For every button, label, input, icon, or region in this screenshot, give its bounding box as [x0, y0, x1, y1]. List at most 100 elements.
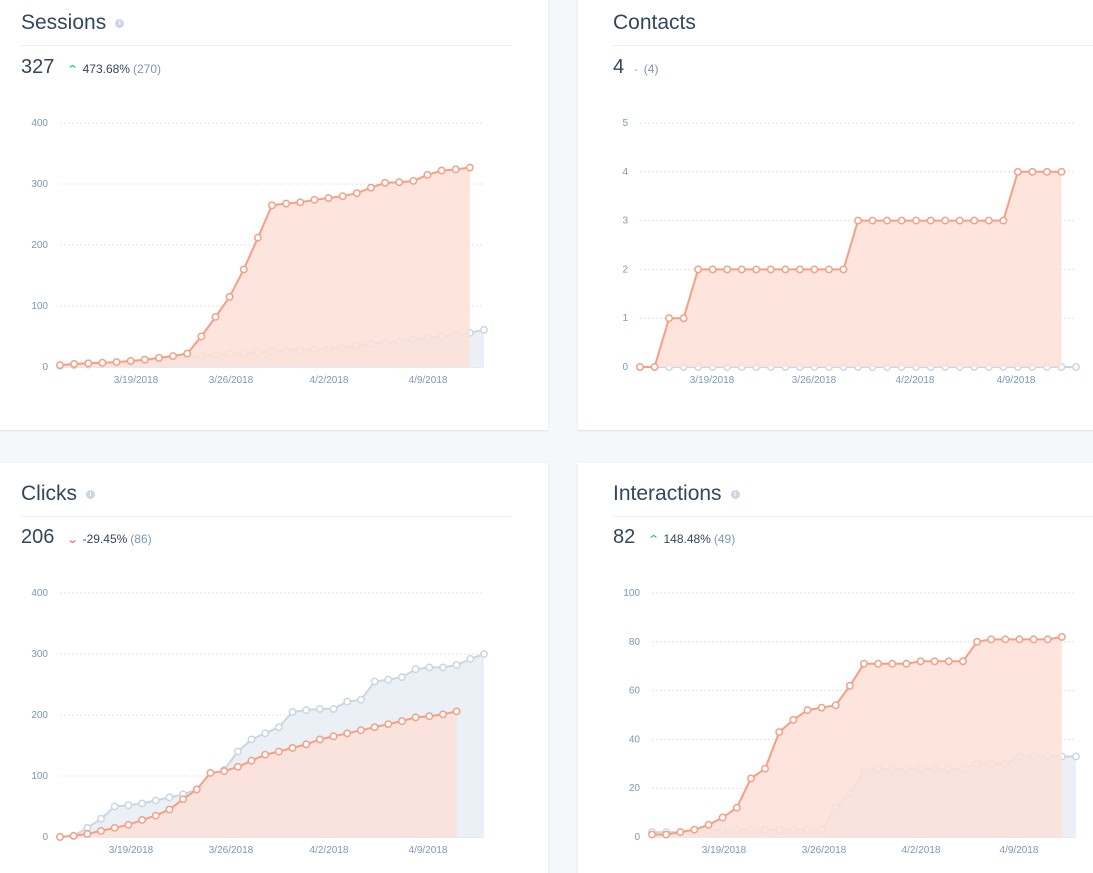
current-period-point [999, 216, 1008, 225]
change-percent: - [634, 64, 638, 76]
current-period-point [452, 707, 461, 716]
x-tick-label: 3/19/2018 [690, 375, 735, 386]
x-tick-label: 3/26/2018 [209, 375, 254, 386]
sessions-title: Sessions [21, 11, 107, 34]
card-title: Interactions i [613, 482, 740, 506]
info-icon[interactable]: i [86, 489, 95, 499]
interactions-card: Interactions i 82 ⌃ 148.48% (49) 0 20 40 60… [578, 463, 1093, 873]
y-tick-label: 1 [622, 313, 628, 324]
previous-period-point [247, 735, 256, 744]
current-period-point [1042, 167, 1051, 176]
previous-value: (270) [132, 62, 161, 76]
current-period-point [274, 747, 283, 756]
current-period-point [411, 713, 420, 722]
current-period-point [395, 178, 404, 187]
current-period-point [746, 774, 755, 783]
y-tick-label: 300 [31, 179, 48, 190]
current-period-point [197, 332, 206, 341]
title-divider [21, 45, 511, 46]
current-period-point [1057, 632, 1066, 641]
total-value: 327 [21, 56, 55, 78]
y-tick-label: 0 [42, 832, 48, 843]
current-period-point [70, 360, 79, 368]
y-tick-label: 40 [629, 734, 641, 745]
current-period-point [831, 701, 840, 710]
current-period-point [165, 805, 174, 814]
current-period-point [718, 813, 727, 822]
change-percent: -29.45% [82, 532, 128, 546]
current-period-point [384, 720, 393, 729]
previous-period-point [124, 801, 133, 810]
current-period-point [984, 216, 993, 225]
previous-period-point [411, 665, 420, 674]
y-tick-label: 80 [629, 637, 641, 648]
current-period-point [310, 195, 319, 204]
y-tick-label: 60 [629, 686, 641, 697]
current-period-point [138, 815, 147, 824]
y-tick-label: 200 [31, 240, 48, 251]
current-period-point [381, 178, 390, 187]
y-tick-label: 200 [31, 710, 48, 721]
current-period-point [352, 189, 361, 198]
summary-row: 327 ⌃ 473.68% (270) [21, 56, 161, 79]
current-period-point [912, 216, 921, 225]
current-period-point [1043, 635, 1052, 644]
previous-period-point [1072, 752, 1080, 761]
current-period-point [451, 165, 460, 174]
current-period-point [356, 726, 365, 735]
current-period-point [1015, 635, 1024, 644]
current-period-point [737, 265, 746, 274]
sessions-chart: 0 100 200 300 400 3/19/2018 3/26/2018 4/2/2018 4… [31, 118, 488, 386]
current-period-point [329, 732, 338, 741]
current-period-point [183, 349, 192, 358]
previous-period-point [480, 650, 488, 658]
current-period-point [665, 314, 674, 323]
current-period-point [343, 729, 352, 738]
interactions-title: Interactions [613, 482, 722, 505]
previous-period-point [425, 663, 434, 672]
current-period-point [662, 830, 671, 839]
x-tick-label: 4/2/2018 [310, 375, 349, 386]
previous-period-point [165, 793, 174, 802]
previous-period-point [370, 677, 379, 686]
previous-period-point [274, 723, 283, 732]
x-tick-label: 4/9/2018 [997, 375, 1036, 386]
current-period-point [268, 201, 276, 210]
change-percent: 473.68% [82, 62, 130, 76]
current-period-point [179, 795, 188, 804]
y-tick-label: 300 [31, 649, 48, 660]
current-period-area [652, 636, 1062, 837]
card-title: Contacts [613, 11, 696, 35]
current-period-point [324, 194, 333, 202]
current-period-point [803, 706, 812, 715]
current-period-point [288, 743, 297, 752]
current-period-point [84, 359, 93, 368]
current-period-point [465, 163, 474, 172]
current-period-point [151, 811, 160, 820]
x-tick-label: 4/9/2018 [409, 845, 448, 856]
total-value: 206 [21, 526, 55, 548]
x-tick-label: 3/26/2018 [802, 845, 847, 856]
y-tick-label: 5 [622, 118, 628, 129]
change-percent: 148.48% [663, 532, 711, 546]
info-icon[interactable]: i [730, 489, 740, 499]
y-tick-label: 4 [622, 167, 628, 178]
current-period-point [723, 265, 732, 274]
info-icon[interactable]: i [115, 18, 125, 28]
x-tick-label: 3/19/2018 [702, 845, 747, 856]
chevron-up-icon: ⌃ [66, 64, 80, 76]
x-tick-label: 4/2/2018 [310, 845, 349, 856]
current-period-point [704, 820, 713, 829]
current-period-point [192, 785, 201, 794]
current-period-point [261, 750, 270, 759]
current-period-point [902, 659, 911, 668]
current-period-point [56, 361, 64, 370]
current-period-point [425, 712, 434, 721]
summary-row: 4 - (4) [613, 56, 658, 79]
current-period-point [1057, 167, 1066, 176]
current-period-point [781, 265, 790, 274]
current-period-point [854, 216, 862, 225]
total-value: 4 [613, 56, 625, 78]
chevron-down-icon: ⌄ [66, 534, 80, 546]
current-period-point [439, 710, 447, 719]
